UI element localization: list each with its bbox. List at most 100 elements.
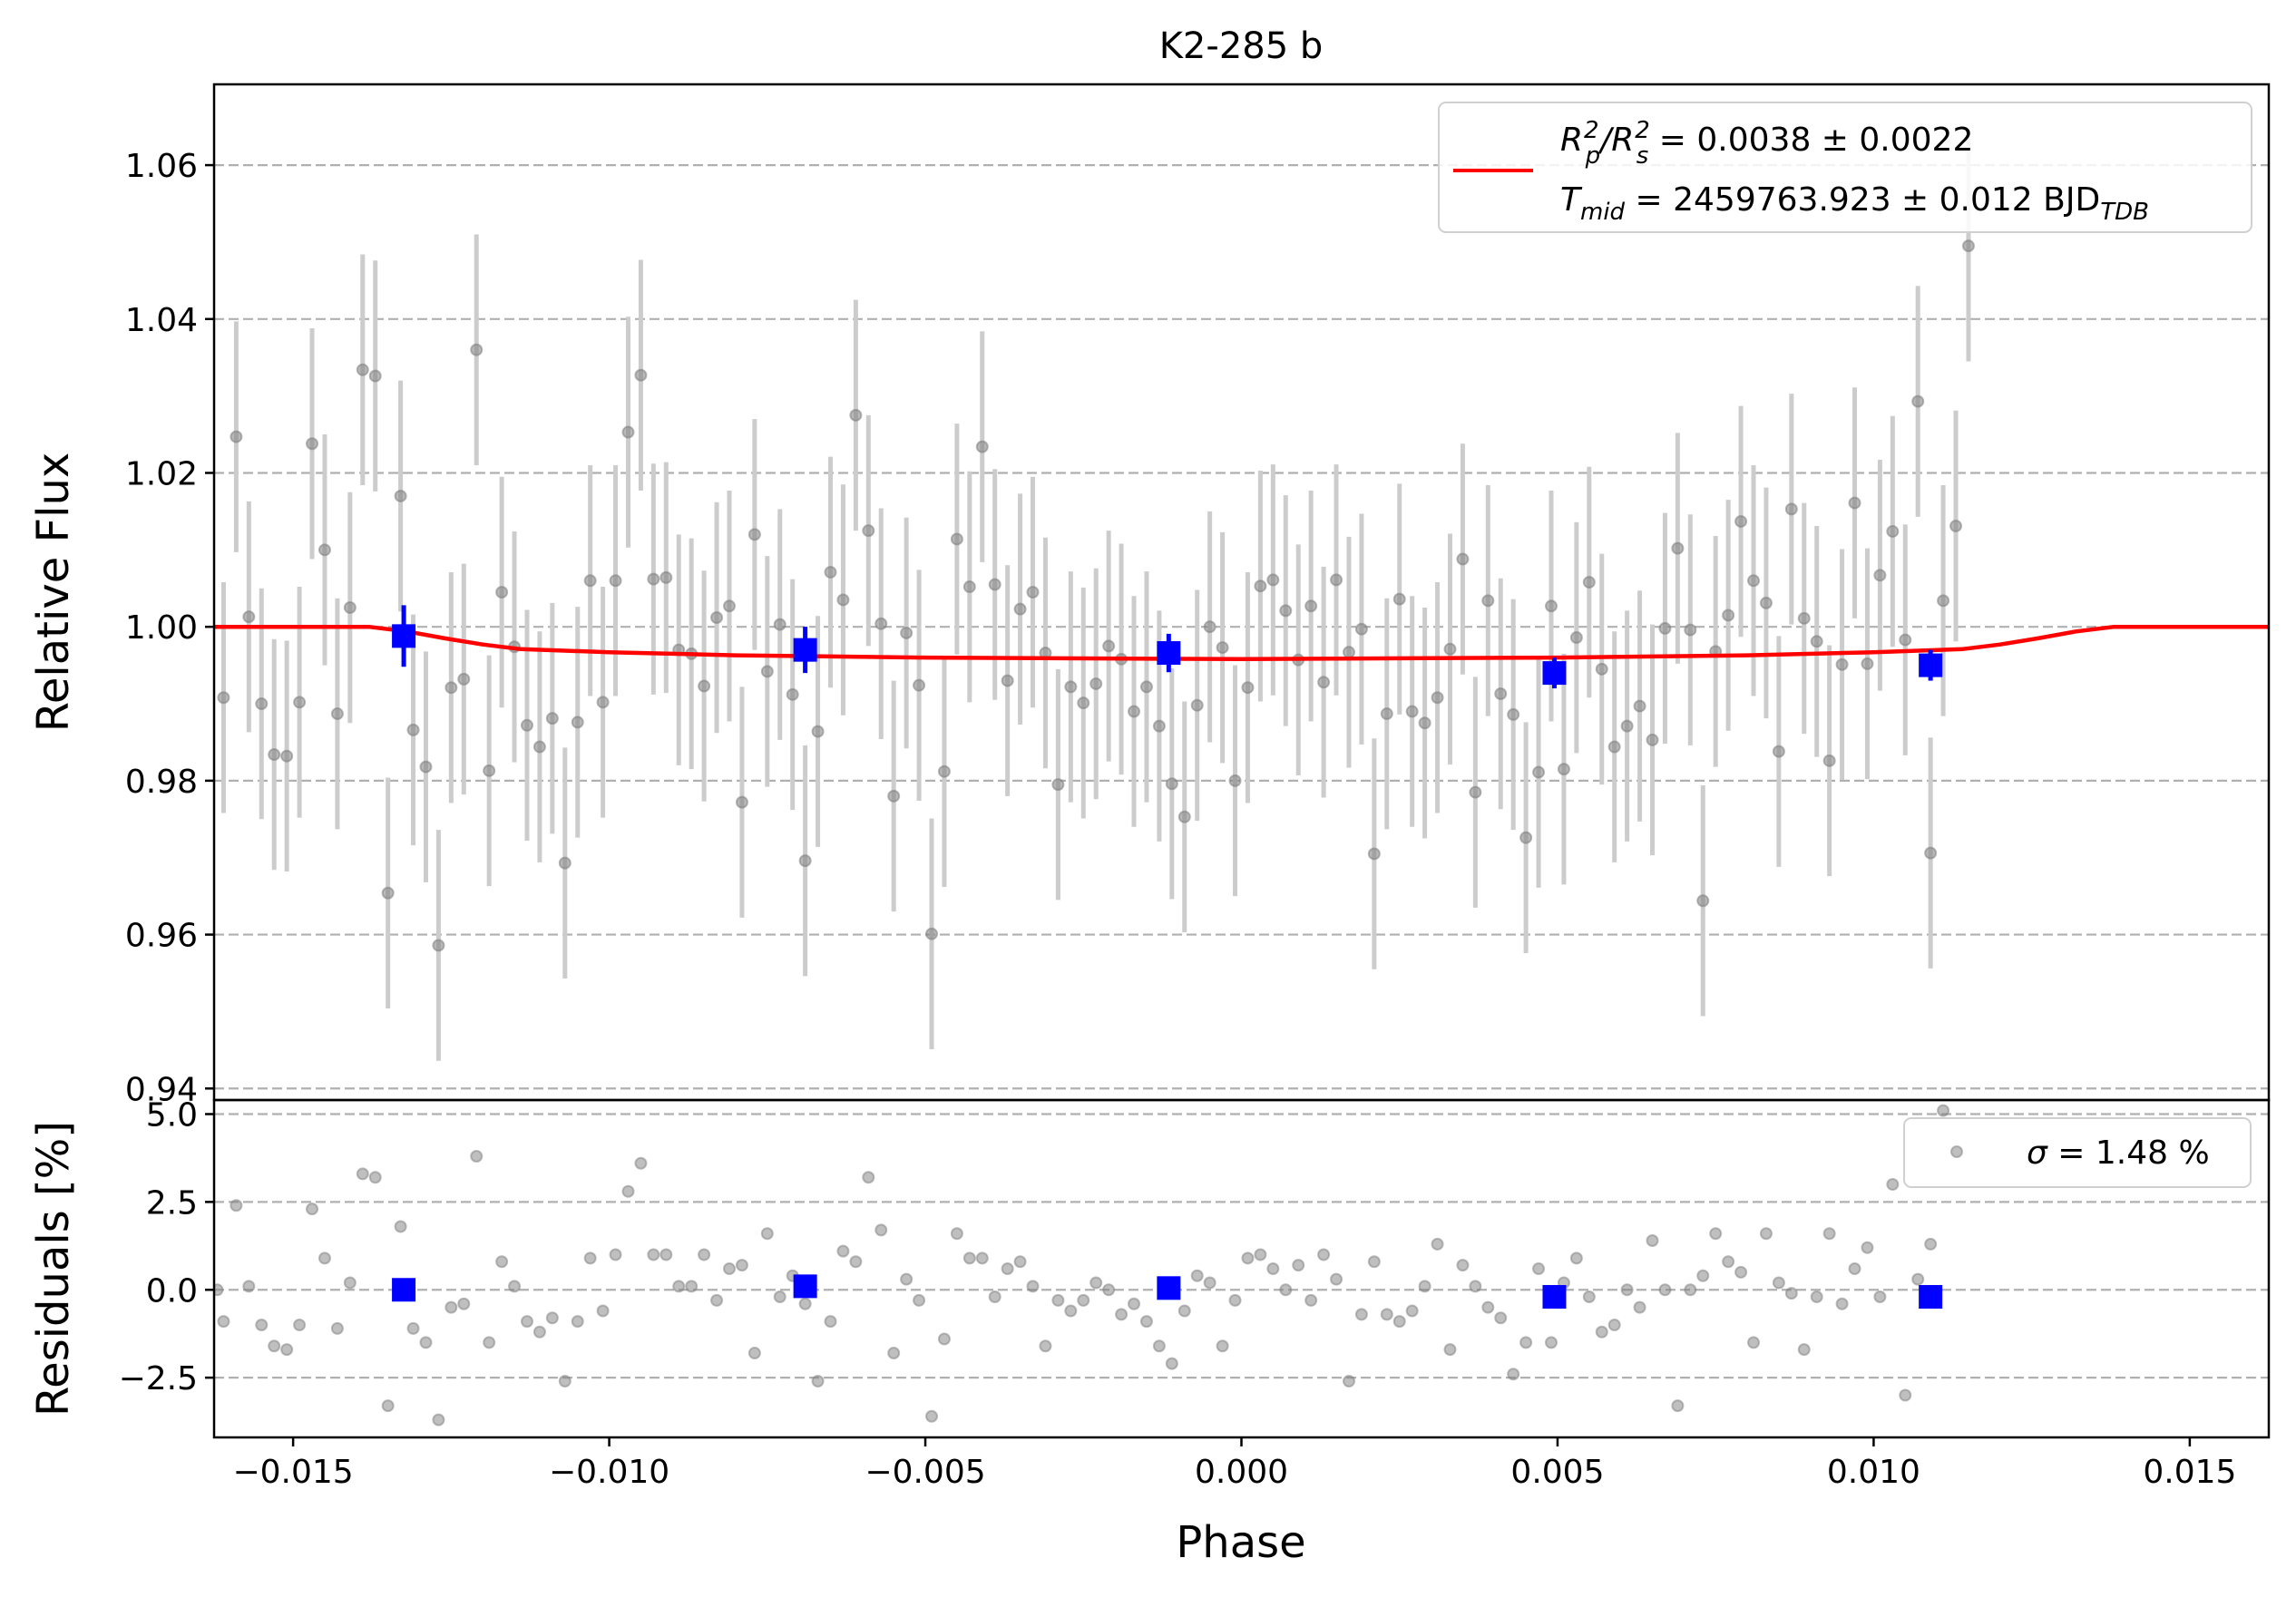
residual-data-point — [1431, 1237, 1444, 1251]
residual-data-point — [1190, 1269, 1204, 1282]
residual-data-point — [1722, 1255, 1735, 1269]
residual-data-point — [1254, 1248, 1267, 1261]
flux-data-point — [1051, 778, 1065, 792]
residual-data-point — [811, 1375, 825, 1388]
residual-data-point — [1342, 1375, 1355, 1388]
phase-x-ticks: −0.015 −0.010 −0.005 0.000 0.005 0.010 0.015 — [232, 1437, 2236, 1491]
residual-data-point — [1367, 1255, 1381, 1269]
flux-data-point — [1797, 611, 1811, 625]
residual-data-point — [381, 1399, 395, 1413]
flux-data-point — [950, 532, 963, 546]
residual-data-point — [293, 1319, 307, 1331]
flux-data-point — [1569, 631, 1583, 645]
flux-data-point — [1089, 677, 1103, 690]
residual-data-point — [1924, 1237, 1938, 1251]
flux-y-tick-label: 1.04 — [125, 302, 198, 339]
residual-data-point — [621, 1184, 635, 1198]
flux-data-point — [1595, 662, 1608, 676]
flux-data-point — [495, 586, 509, 599]
residual-data-point — [1569, 1251, 1583, 1265]
residual-data-point — [356, 1167, 369, 1181]
phase-x-axis-label: Phase — [1176, 1517, 1305, 1568]
flux-data-point — [242, 610, 256, 624]
flux-data-point — [1469, 785, 1482, 799]
residual-data-point — [255, 1319, 269, 1331]
flux-data-point — [1128, 705, 1141, 718]
flux-data-point — [1405, 705, 1419, 718]
residual-data-point — [1861, 1241, 1874, 1254]
flux-data-point — [1026, 586, 1040, 599]
residual-data-point — [988, 1290, 1001, 1303]
flux-data-point — [445, 681, 458, 695]
flux-data-point — [381, 886, 395, 900]
residual-data-point — [685, 1280, 699, 1293]
flux-data-point — [483, 764, 496, 777]
flux-data-point — [1228, 774, 1242, 787]
residual-data-point — [1784, 1287, 1798, 1300]
flux-data-point — [1582, 575, 1596, 589]
flux-data-point — [1684, 623, 1697, 637]
flux-binned-point — [793, 638, 817, 662]
residual-binned-point — [1919, 1285, 1943, 1309]
flux-binned-point — [1157, 641, 1181, 666]
phase-x-tick-label: −0.010 — [549, 1454, 669, 1491]
flux-y-tick-label: 1.00 — [125, 609, 198, 647]
residual-data-point — [824, 1315, 837, 1329]
flux-data-point — [1203, 620, 1216, 634]
flux-data-point — [1013, 602, 1027, 616]
residual-data-point — [836, 1244, 850, 1258]
residual-data-point — [937, 1332, 951, 1346]
residual-data-point — [1089, 1276, 1103, 1290]
residual-data-point — [1216, 1339, 1229, 1353]
flux-binned-point — [392, 624, 416, 648]
flux-data-point — [1418, 716, 1431, 730]
residual-data-point — [343, 1276, 357, 1290]
residual-data-point — [1443, 1343, 1457, 1357]
flux-y-tick-label: 0.96 — [125, 918, 198, 955]
residual-data-point — [1797, 1343, 1811, 1357]
flux-legend: R2 p/R2 s = 0.0038 ± 0.0022 Tmid = 2459763… — [1438, 102, 2252, 233]
residual-data-point — [1241, 1251, 1255, 1265]
residual-data-point — [1102, 1283, 1116, 1297]
residual-data-point — [1734, 1265, 1748, 1279]
residual-data-point — [1292, 1259, 1305, 1272]
flux-data-point — [1810, 635, 1823, 648]
flux-data-point — [735, 795, 748, 809]
residual-data-point — [1899, 1388, 1912, 1402]
residual-data-point — [406, 1321, 420, 1335]
flux-data-point — [1835, 657, 1849, 671]
residual-binned-point — [793, 1274, 817, 1299]
flux-data-point — [1759, 596, 1773, 609]
residual-data-point — [900, 1272, 914, 1286]
flux-data-point — [925, 927, 939, 940]
residual-data-point — [545, 1311, 559, 1325]
residual-data-point — [634, 1156, 648, 1170]
flux-y-tick-label: 0.98 — [125, 764, 198, 801]
flux-data-point — [1519, 831, 1533, 844]
residual-data-point — [1532, 1262, 1546, 1275]
residual-data-point — [1494, 1311, 1508, 1325]
transit-model — [214, 624, 2269, 662]
flux-data-point — [786, 687, 799, 701]
residual-data-point — [710, 1293, 724, 1307]
flux-binned-points — [392, 605, 1943, 689]
flux-data-point — [874, 617, 888, 630]
flux-data-point — [1367, 847, 1381, 861]
residual-data-point — [1582, 1290, 1596, 1303]
flux-data-point — [255, 697, 269, 711]
flux-data-point — [1822, 754, 1836, 767]
residual-data-point — [1633, 1300, 1646, 1314]
residual-data-point — [1709, 1227, 1723, 1241]
residual-data-point — [217, 1315, 230, 1329]
flux-data-point — [659, 570, 673, 584]
chart-title: K2-285 b — [1159, 25, 1324, 67]
residual-data-point — [760, 1227, 774, 1241]
residual-data-point — [1203, 1276, 1216, 1290]
legend-tmid-text: Tmid = 2459763.923 ± 0.012 BJDTDB — [1560, 181, 2149, 226]
flux-data-point — [1266, 573, 1280, 587]
residual-data-point — [913, 1293, 926, 1307]
phase-x-tick-label: −0.015 — [232, 1454, 353, 1491]
flux-data-point — [1772, 745, 1785, 758]
flux-data-point — [470, 343, 484, 356]
phase-x-tick-label: 0.010 — [1827, 1454, 1920, 1491]
